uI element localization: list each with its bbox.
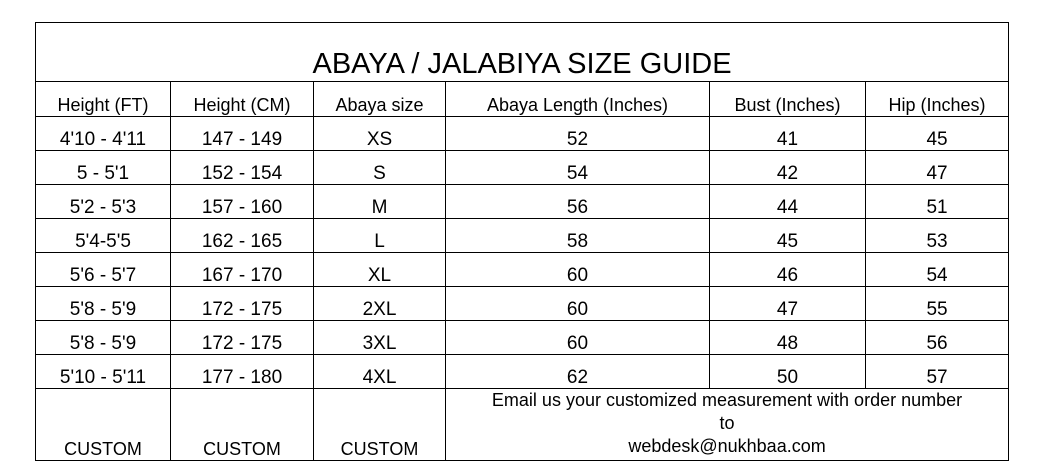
size-guide-table: ABAYA / JALABIYA SIZE GUIDE Height (FT) H… xyxy=(34,22,1010,461)
table-cell: 147 - 149 xyxy=(170,116,314,151)
table-cell: 5'8 - 5'9 xyxy=(35,286,171,321)
table-row: 5'10 - 5'11 177 - 180 4XL 62 50 57 xyxy=(35,354,1010,389)
table-cell: 162 - 165 xyxy=(170,218,314,253)
table-cell: 46 xyxy=(709,252,866,287)
table-cell: L xyxy=(313,218,446,253)
table-cell: 48 xyxy=(709,320,866,355)
column-header: Height (CM) xyxy=(170,81,314,117)
table-cell: 62 xyxy=(445,354,710,389)
column-header: Abaya size xyxy=(313,81,446,117)
table-cell: 58 xyxy=(445,218,710,253)
table-row: 5'2 - 5'3 157 - 160 M 56 44 51 xyxy=(35,184,1010,219)
table-row: 5'6 - 5'7 167 - 170 XL 60 46 54 xyxy=(35,252,1010,287)
note-line: Email us your customized measurement wit… xyxy=(491,390,963,410)
custom-cell: CUSTOM xyxy=(313,388,446,461)
table-cell: 50 xyxy=(709,354,866,389)
table-cell: 42 xyxy=(709,150,866,185)
table-row: 4'10 - 4'11 147 - 149 XS 52 41 45 xyxy=(35,116,1010,151)
column-header: Height (FT) xyxy=(35,81,171,117)
table-row: 5'4-5'5 162 - 165 L 58 45 53 xyxy=(35,218,1010,253)
table-cell: 60 xyxy=(445,252,710,287)
table-cell: 5'8 - 5'9 xyxy=(35,320,171,355)
table-cell: 41 xyxy=(709,116,866,151)
column-header: Hip (Inches) xyxy=(864,81,1010,117)
table-cell: 56 xyxy=(445,184,710,219)
table-cell: S xyxy=(313,150,446,185)
table-cell: 53 xyxy=(864,218,1010,253)
table-row: 5 - 5'1 152 - 154 S 54 42 47 xyxy=(35,150,1010,185)
column-header: Bust (Inches) xyxy=(709,81,866,117)
table-cell: 47 xyxy=(864,150,1010,185)
table-cell: 2XL xyxy=(313,286,446,321)
table-cell: XL xyxy=(313,252,446,287)
note-line: to xyxy=(719,413,735,433)
table-cell: 45 xyxy=(709,218,866,253)
table-cell: XS xyxy=(313,116,446,151)
table-cell: 177 - 180 xyxy=(170,354,314,389)
table-cell: 54 xyxy=(445,150,710,185)
table-cell: 5'10 - 5'11 xyxy=(35,354,171,389)
column-header: Abaya Length (Inches) xyxy=(445,81,710,117)
table-cell: M xyxy=(313,184,446,219)
custom-cell: CUSTOM xyxy=(35,388,171,461)
email-address: webdesk@nukhbaa.com xyxy=(628,436,826,456)
table-cell: 4XL xyxy=(313,354,446,389)
custom-note: Email us your customized measurement wit… xyxy=(444,388,1010,461)
table-cell: 5'2 - 5'3 xyxy=(35,184,171,219)
table-cell: 44 xyxy=(709,184,866,219)
table-cell: 47 xyxy=(709,286,866,321)
custom-cell: CUSTOM xyxy=(170,388,314,461)
table-cell: 60 xyxy=(445,286,710,321)
table-cell: 54 xyxy=(864,252,1010,287)
table-cell: 52 xyxy=(445,116,710,151)
table-cell: 3XL xyxy=(313,320,446,355)
table-cell: 5 - 5'1 xyxy=(35,150,171,185)
table-cell: 152 - 154 xyxy=(170,150,314,185)
table-cell: 157 - 160 xyxy=(170,184,314,219)
table-cell: 172 - 175 xyxy=(170,286,314,321)
table-row: 5'8 - 5'9 172 - 175 3XL 60 48 56 xyxy=(35,320,1010,355)
table-cell: 45 xyxy=(864,116,1010,151)
table-cell: 5'6 - 5'7 xyxy=(35,252,171,287)
table-cell: 57 xyxy=(864,354,1010,389)
table-cell: 56 xyxy=(864,320,1010,355)
table-cell: 51 xyxy=(864,184,1010,219)
table-cell: 4'10 - 4'11 xyxy=(35,116,171,151)
table-title: ABAYA / JALABIYA SIZE GUIDE xyxy=(34,22,1010,82)
table-cell: 60 xyxy=(445,320,710,355)
table-row: 5'8 - 5'9 172 - 175 2XL 60 47 55 xyxy=(35,286,1010,321)
table-cell: 167 - 170 xyxy=(170,252,314,287)
table-cell: 172 - 175 xyxy=(170,320,314,355)
table-cell: 5'4-5'5 xyxy=(35,218,171,253)
table-cell: 55 xyxy=(864,286,1010,321)
